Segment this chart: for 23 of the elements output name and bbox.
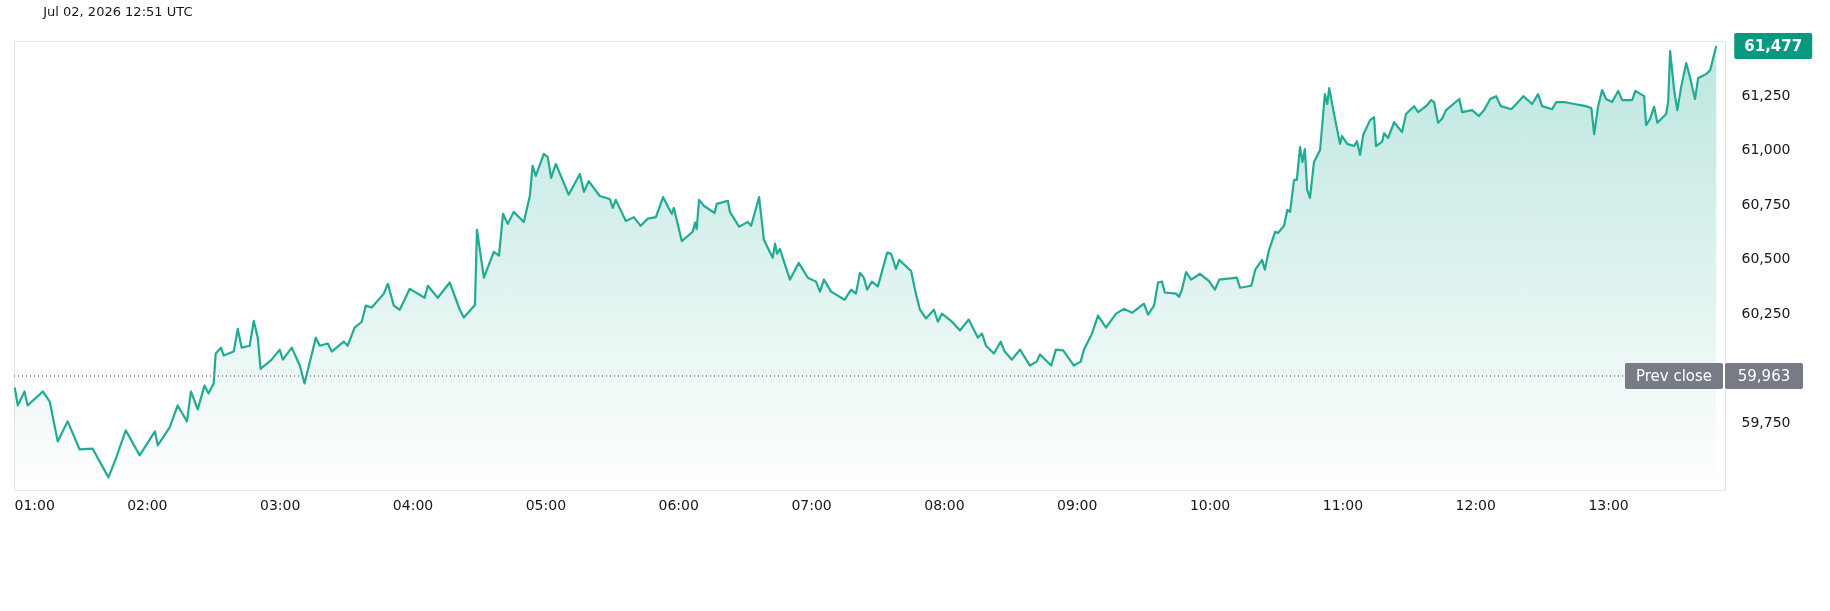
x-tick-label: 11:00 — [1322, 496, 1364, 513]
y-tick-label: 61,250 — [1741, 86, 1791, 103]
annotation: 61,477 — [1744, 37, 1803, 56]
chart-title: Jul 02, 2026 12:51 UTC — [42, 4, 193, 20]
x-tick-label: 10:00 — [1189, 496, 1231, 513]
x-tick-label: 03:00 — [260, 496, 301, 513]
x-tick-label: 05:00 — [525, 496, 567, 513]
x-tick-label: 04:00 — [392, 496, 434, 513]
y-tick-label: 59,750 — [1741, 413, 1791, 430]
x-tick-label: 02:00 — [127, 496, 168, 513]
y-tick-label: 60,750 — [1741, 195, 1791, 212]
x-tick-label: 08:00 — [924, 496, 965, 513]
text: 59,963 — [1737, 367, 1791, 386]
x-tick-label: 01:00 — [14, 496, 55, 513]
x-tick-label: 06:00 — [658, 496, 699, 513]
ref-line-label: Prev close — [1635, 367, 1713, 386]
y-tick-label: 61,000 — [1741, 141, 1791, 158]
y-tick-label: 60,500 — [1741, 250, 1791, 267]
x-tick-label: 12:00 — [1455, 496, 1496, 513]
y-tick-label: 60,250 — [1741, 304, 1791, 321]
x-tick-label: 09:00 — [1057, 496, 1098, 513]
x-tick-label: 07:00 — [791, 496, 832, 513]
x-tick-label: 13:00 — [1588, 496, 1629, 513]
